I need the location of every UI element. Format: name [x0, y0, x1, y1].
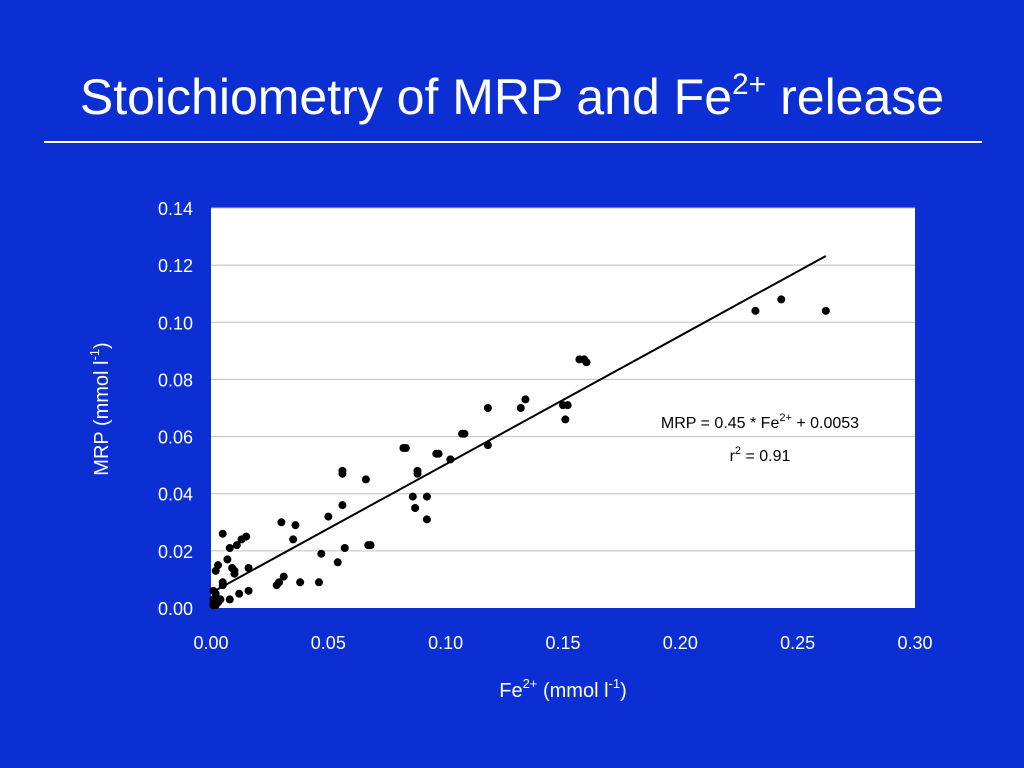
data-point: [275, 578, 284, 587]
data-point: [413, 466, 422, 475]
data-point: [561, 415, 570, 424]
data-point: [361, 475, 370, 484]
annotation-equation: MRP = 0.45 * Fe2+ + 0.0053: [661, 412, 859, 432]
data-point: [230, 569, 239, 578]
x-axis-label: Fe2+ (mmol l-1): [499, 676, 627, 702]
y-tick-labels: 0.00 0.02 0.04 0.06 0.08 0.10 0.12 0.14: [158, 199, 193, 619]
data-point: [821, 306, 830, 315]
x-tick-label: 0.05: [311, 633, 346, 653]
y-tick-label: 0.08: [158, 370, 193, 390]
data-point: [214, 561, 223, 570]
x-tick-label: 0.15: [545, 633, 580, 653]
slide-title: Stoichiometry of MRP and Fe2+ release: [0, 62, 1024, 132]
y-tick-label: 0.02: [158, 542, 193, 562]
slide-title-suffix: release: [766, 69, 945, 125]
title-rule: [44, 141, 982, 143]
data-point: [408, 492, 417, 501]
data-point: [411, 504, 420, 512]
x-tick-label: 0.30: [897, 633, 932, 653]
data-point: [777, 295, 786, 304]
data-point: [314, 578, 323, 587]
y-tick-label: 0.06: [158, 428, 193, 448]
data-point: [422, 515, 431, 524]
data-point: [483, 404, 492, 412]
data-point: [434, 449, 443, 458]
data-point: [521, 395, 530, 404]
gridlines: [211, 207, 915, 552]
data-point: [296, 578, 305, 587]
y-tick-label: 0.00: [158, 599, 193, 619]
x-tick-label: 0.10: [428, 633, 463, 653]
data-point: [582, 358, 591, 367]
data-point: [218, 529, 227, 538]
x-tick-label: 0.25: [780, 633, 815, 653]
data-point: [223, 555, 232, 564]
y-tick-label: 0.12: [158, 256, 193, 276]
data-point: [338, 466, 347, 475]
data-point: [338, 501, 347, 510]
data-point: [422, 492, 431, 501]
data-point: [516, 404, 525, 412]
y-axis-label: MRP (mmol l-1): [87, 342, 113, 475]
data-point: [366, 541, 375, 550]
data-point: [244, 564, 253, 572]
x-tick-label: 0.20: [663, 633, 698, 653]
data-point: [340, 544, 349, 552]
data-point: [244, 586, 253, 595]
data-point: [289, 535, 298, 544]
data-point: [279, 572, 288, 581]
y-tick-label: 0.14: [158, 199, 193, 219]
data-point: [235, 589, 244, 598]
data-point: [751, 306, 760, 315]
data-point: [277, 518, 286, 527]
data-point: [460, 429, 469, 438]
slide-title-main: Stoichiometry of MRP and Fe: [79, 69, 732, 125]
data-point: [225, 544, 234, 552]
data-point: [232, 541, 241, 550]
data-point: [317, 549, 326, 558]
data-point: [225, 595, 234, 604]
trendline: [210, 255, 827, 594]
data-points: [209, 295, 830, 610]
data-point: [324, 512, 333, 521]
data-point: [563, 401, 572, 410]
y-tick-label: 0.10: [158, 313, 193, 333]
data-point: [401, 444, 410, 452]
data-point: [333, 558, 342, 567]
y-tick-label: 0.04: [158, 485, 193, 505]
data-point: [291, 521, 300, 530]
slide-title-superscript: 2+: [732, 68, 767, 101]
data-point: [242, 532, 251, 541]
annotation-r-squared: r2 = 0.91: [730, 445, 791, 465]
x-tick-labels: 0.00 0.05 0.10 0.15 0.20 0.25 0.30: [193, 633, 932, 653]
x-tick-label: 0.00: [193, 633, 228, 653]
data-point: [216, 595, 225, 604]
